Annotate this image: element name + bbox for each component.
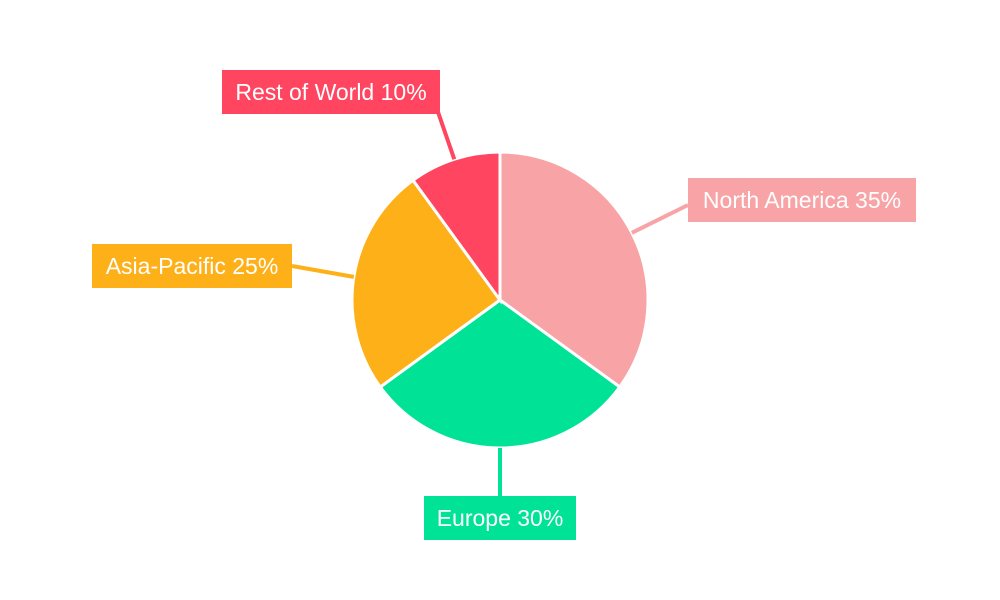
pie-slice-north-america[interactable]: [498, 150, 650, 390]
leader-line: [291, 264, 355, 279]
pie-slice-asia-pacific[interactable]: [350, 178, 503, 390]
data-label-box: [424, 496, 576, 540]
data-label: North America 35%: [703, 187, 901, 213]
leader-line: [436, 111, 457, 160]
data-label: Rest of World 10%: [235, 79, 426, 105]
data-label-box: [688, 178, 916, 222]
data-label-box: [92, 244, 292, 288]
data-label: Asia-Pacific 25%: [106, 253, 279, 279]
pie-slice-europe[interactable]: [378, 298, 622, 450]
leader-line: [630, 203, 689, 235]
data-label: Europe 30%: [437, 505, 564, 531]
data-label-box: [222, 70, 440, 114]
